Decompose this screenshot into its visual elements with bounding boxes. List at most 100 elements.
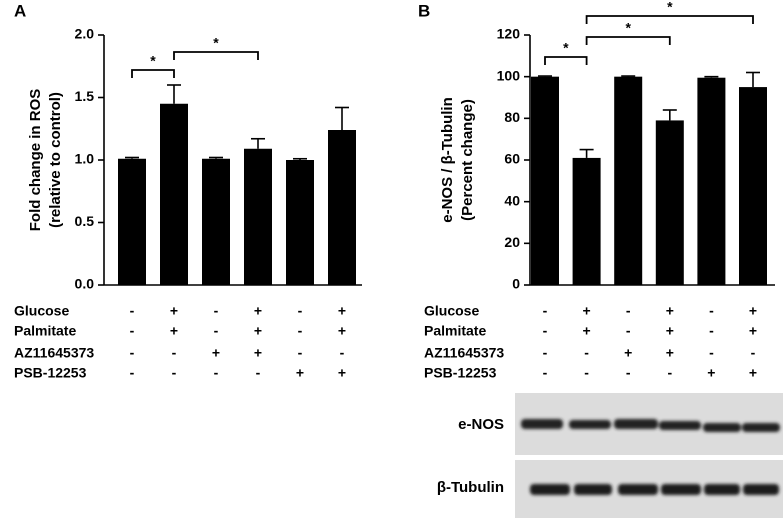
condition-name: PSB-12253 bbox=[14, 365, 87, 381]
panel-label: A bbox=[14, 1, 26, 20]
condition-name: Palmitate bbox=[424, 323, 486, 339]
condition-value: + bbox=[749, 323, 757, 339]
condition-value: + bbox=[338, 323, 346, 339]
significance-label: * bbox=[667, 0, 673, 15]
y-axis-label: (relative to control) bbox=[47, 92, 64, 228]
condition-value: - bbox=[130, 303, 135, 319]
condition-name: PSB-12253 bbox=[424, 365, 497, 381]
y-tick-label: 0 bbox=[512, 276, 520, 292]
condition-value: + bbox=[707, 365, 715, 381]
condition-value: + bbox=[338, 303, 346, 319]
condition-value: - bbox=[298, 303, 303, 319]
condition-value: - bbox=[340, 345, 345, 361]
significance-bracket bbox=[585, 36, 671, 45]
condition-value: - bbox=[298, 345, 303, 361]
condition-value: - bbox=[130, 345, 135, 361]
blot-label: β-Tubulin bbox=[437, 479, 504, 496]
condition-value: + bbox=[624, 345, 632, 361]
significance-label: * bbox=[563, 40, 569, 56]
condition-value: - bbox=[626, 365, 631, 381]
y-axis-label: (Percent change) bbox=[459, 99, 476, 221]
blot-images: e-NOS β-Tubulin bbox=[437, 393, 783, 518]
condition-value: + bbox=[666, 323, 674, 339]
condition-value: - bbox=[584, 345, 589, 361]
y-tick-label: 1.0 bbox=[75, 151, 95, 167]
condition-value: + bbox=[749, 365, 757, 381]
condition-value: + bbox=[212, 345, 220, 361]
condition-value: - bbox=[172, 345, 177, 361]
bar bbox=[531, 76, 559, 286]
bar bbox=[286, 160, 314, 285]
y-tick-label: 1.5 bbox=[75, 88, 95, 104]
y-tick-label: 120 bbox=[497, 26, 521, 42]
significance-bracket bbox=[173, 51, 259, 60]
condition-value: - bbox=[667, 365, 672, 381]
y-tick-label: 100 bbox=[497, 67, 521, 83]
condition-value: - bbox=[298, 323, 303, 339]
condition-value: + bbox=[170, 323, 178, 339]
y-tick-label: 40 bbox=[504, 192, 520, 208]
condition-value: - bbox=[130, 365, 135, 381]
bar bbox=[118, 158, 146, 285]
y-axis-label: e-NOS / β-Tubulin bbox=[439, 97, 456, 223]
condition-value: + bbox=[666, 345, 674, 361]
condition-value: - bbox=[709, 323, 714, 339]
y-tick-label: 80 bbox=[504, 109, 520, 125]
condition-value: + bbox=[254, 303, 262, 319]
condition-value: - bbox=[543, 365, 548, 381]
condition-value: - bbox=[709, 345, 714, 361]
condition-value: + bbox=[170, 303, 178, 319]
bar bbox=[328, 130, 356, 285]
condition-value: - bbox=[130, 323, 135, 339]
bar bbox=[614, 76, 643, 286]
condition-value: + bbox=[338, 365, 346, 381]
condition-value: - bbox=[709, 303, 714, 319]
condition-value: - bbox=[626, 303, 631, 319]
condition-value: - bbox=[543, 303, 548, 319]
condition-value: - bbox=[214, 303, 219, 319]
bar bbox=[739, 87, 767, 285]
condition-value: - bbox=[751, 345, 756, 361]
condition-value: - bbox=[543, 323, 548, 339]
significance-label: * bbox=[150, 53, 156, 69]
bar bbox=[202, 158, 230, 285]
significance-bracket bbox=[131, 69, 175, 78]
condition-value: - bbox=[626, 323, 631, 339]
condition-name: Glucose bbox=[424, 303, 479, 319]
condition-value: - bbox=[172, 365, 177, 381]
significance-label: * bbox=[625, 20, 631, 36]
condition-name: AZ11645373 bbox=[424, 345, 504, 361]
y-axis-label: Fold change in ROS bbox=[27, 89, 44, 232]
condition-value: - bbox=[543, 345, 548, 361]
condition-value: - bbox=[214, 323, 219, 339]
bar bbox=[244, 148, 272, 285]
condition-value: - bbox=[214, 365, 219, 381]
condition-value: + bbox=[296, 365, 304, 381]
significance-label: * bbox=[213, 35, 219, 51]
blot-label: e-NOS bbox=[458, 416, 504, 433]
panel-label: B bbox=[418, 1, 430, 20]
condition-value: + bbox=[254, 323, 262, 339]
bar bbox=[572, 157, 601, 285]
condition-name: Glucose bbox=[14, 303, 69, 319]
y-tick-label: 60 bbox=[504, 151, 520, 167]
condition-name: AZ11645373 bbox=[14, 345, 94, 361]
condition-value: + bbox=[583, 303, 591, 319]
condition-value: + bbox=[666, 303, 674, 319]
condition-value: - bbox=[584, 365, 589, 381]
bar bbox=[697, 77, 726, 285]
condition-name: Palmitate bbox=[14, 323, 76, 339]
significance-bracket bbox=[585, 15, 754, 24]
y-tick-label: 0.0 bbox=[75, 276, 95, 292]
significance-bracket bbox=[544, 56, 588, 65]
condition-value: - bbox=[256, 365, 261, 381]
bar bbox=[160, 103, 188, 285]
condition-value: + bbox=[254, 345, 262, 361]
y-tick-label: 20 bbox=[504, 234, 520, 250]
bar bbox=[655, 120, 684, 286]
y-tick-label: 0.5 bbox=[75, 213, 95, 229]
condition-value: + bbox=[583, 323, 591, 339]
y-tick-label: 2.0 bbox=[75, 26, 95, 42]
condition-value: + bbox=[749, 303, 757, 319]
